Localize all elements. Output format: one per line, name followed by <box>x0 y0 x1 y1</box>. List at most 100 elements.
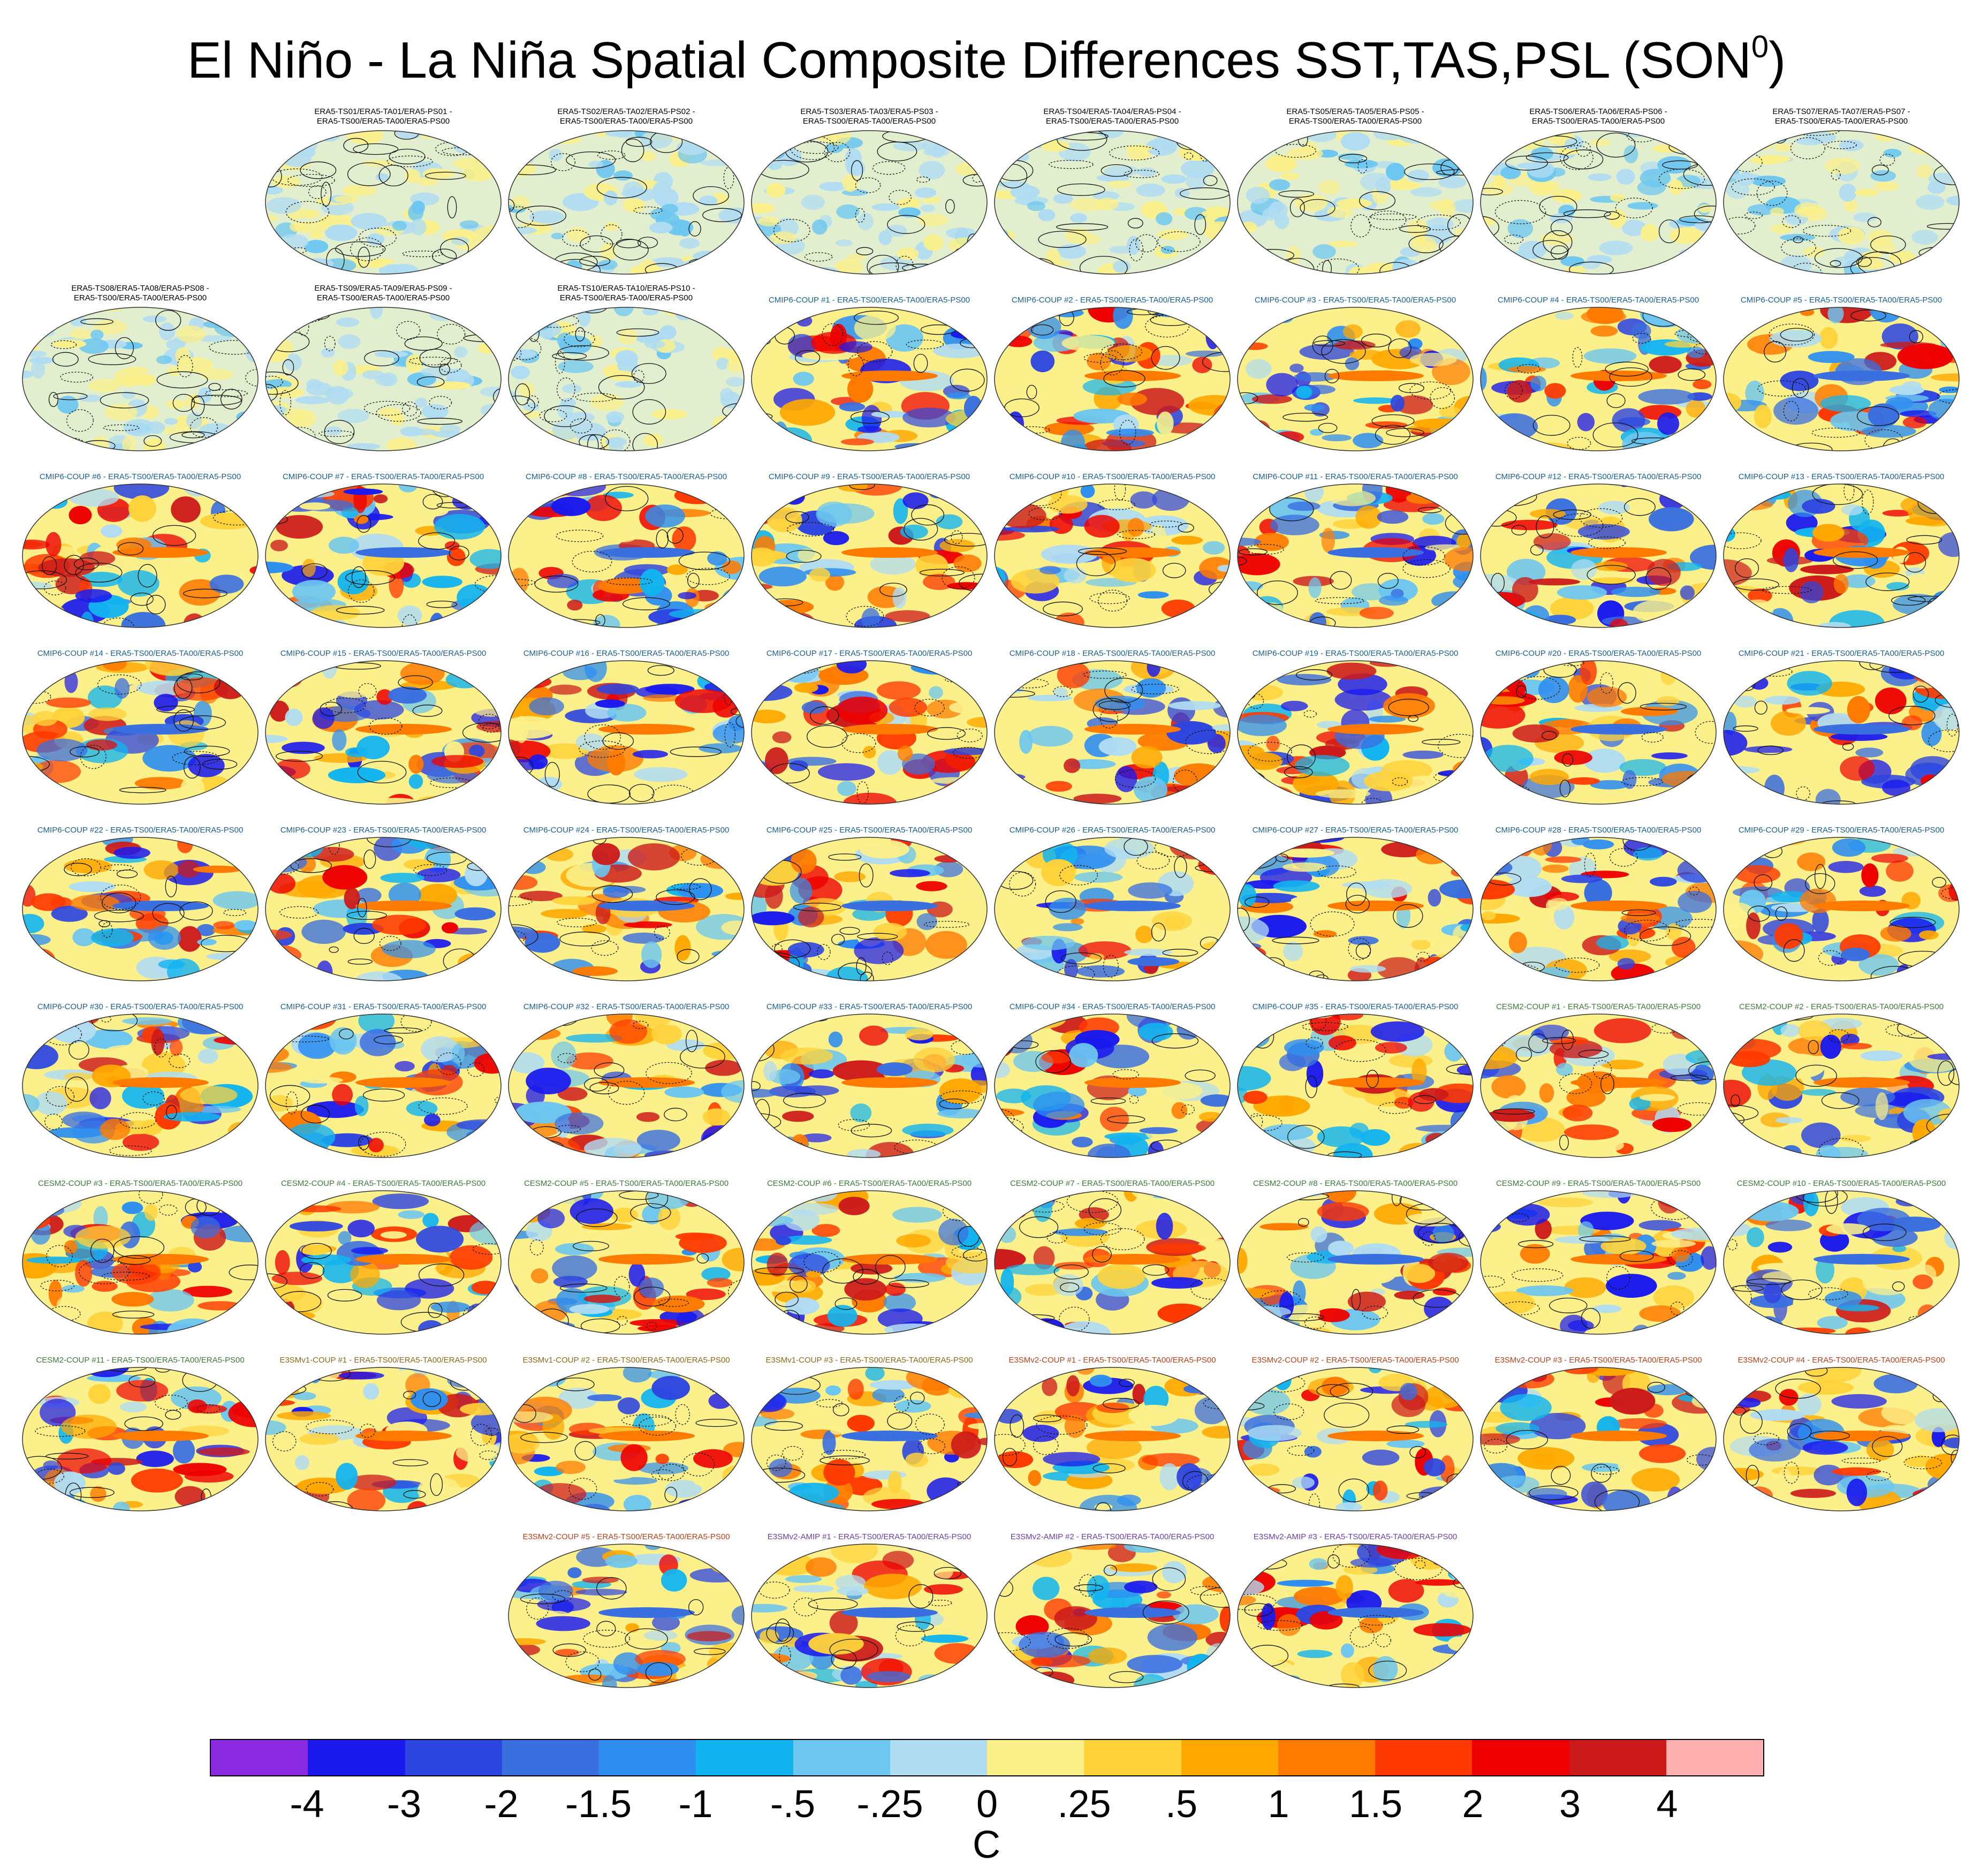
map-panel: CMIP6-COUP #5 - ERA5-TS00/ERA5-TA00/ERA5… <box>1720 284 1962 455</box>
map-panel: CMIP6-COUP #4 - ERA5-TS00/ERA5-TA00/ERA5… <box>1477 284 1719 455</box>
panel-subtitle: ERA5-TS00/ERA5-TA00/ERA5-PS00 <box>802 117 936 126</box>
world-map <box>22 483 259 628</box>
panel-title: CMIP6-COUP #13 - ERA5-TS00/ERA5-TA00/ERA… <box>1738 472 1945 481</box>
map-panel: CMIP6-COUP #33 - ERA5-TS00/ERA5-TA00/ERA… <box>748 990 990 1162</box>
colorbar-box <box>793 1740 890 1775</box>
world-map <box>1237 1190 1474 1335</box>
panel-title: CESM2-COUP #3 - ERA5-TS00/ERA5-TA00/ERA5… <box>37 1179 243 1188</box>
world-map <box>508 1544 745 1688</box>
panel-subtitle: ERA5-TS00/ERA5-TA00/ERA5-PS00 <box>316 117 450 126</box>
world-map <box>508 483 745 628</box>
colorbar-tick-label: -2 <box>484 1783 519 1826</box>
panel-title: E3SMv2-AMIP #3 - ERA5-TS00/ERA5-TA00/ERA… <box>1253 1532 1458 1541</box>
map-panel: CMIP6-COUP #26 - ERA5-TS00/ERA5-TA00/ERA… <box>991 814 1233 985</box>
panel-title: CMIP6-COUP #35 - ERA5-TS00/ERA5-TA00/ERA… <box>1252 1002 1459 1011</box>
panel-title: CMIP6-COUP #27 - ERA5-TS00/ERA5-TA00/ERA… <box>1252 826 1459 835</box>
colorbar-tick-label: 4 <box>1656 1783 1678 1826</box>
map-panel: ERA5-TS01/ERA5-TA01/ERA5-PS01 - ERA5-TS00… <box>262 107 504 278</box>
world-map <box>1723 1367 1960 1511</box>
world-map <box>1237 1544 1474 1688</box>
panel-title: CMIP6-COUP #19 - ERA5-TS00/ERA5-TA00/ERA… <box>1252 649 1459 658</box>
map-panel: E3SMv2-AMIP #1 - ERA5-TS00/ERA5-TA00/ERA… <box>748 1521 990 1692</box>
colorbar-tick-label: 1.5 <box>1348 1783 1403 1826</box>
map-panel: CMIP6-COUP #31 - ERA5-TS00/ERA5-TA00/ERA… <box>262 990 504 1162</box>
panel-title: CMIP6-COUP #15 - ERA5-TS00/ERA5-TA00/ERA… <box>280 649 487 658</box>
world-map <box>265 1190 502 1335</box>
colorbar-tick-label: 3 <box>1559 1783 1581 1826</box>
panel-title: E3SMv2-AMIP #1 - ERA5-TS00/ERA5-TA00/ERA… <box>767 1532 972 1541</box>
panel-title: ERA5-TS02/ERA5-TA02/ERA5-PS02 - <box>557 107 695 116</box>
map-panel: CMIP6-COUP #32 - ERA5-TS00/ERA5-TA00/ERA… <box>505 990 747 1162</box>
panel-title: CMIP6-COUP #20 - ERA5-TS00/ERA5-TA00/ERA… <box>1495 649 1702 658</box>
panel-title: CMIP6-COUP #10 - ERA5-TS00/ERA5-TA00/ERA… <box>1009 472 1216 481</box>
map-panel: CESM2-COUP #5 - ERA5-TS00/ERA5-TA00/ERA5… <box>505 1167 747 1338</box>
world-map <box>994 1367 1231 1511</box>
map-panel: E3SMv2-COUP #5 - ERA5-TS00/ERA5-TA00/ERA… <box>505 1521 747 1692</box>
world-map <box>265 1013 502 1158</box>
map-panel: CMIP6-COUP #12 - ERA5-TS00/ERA5-TA00/ERA… <box>1477 460 1719 632</box>
colorbar-box <box>1084 1740 1181 1775</box>
world-map <box>1480 660 1717 805</box>
map-panel: ERA5-TS10/ERA5-TA10/ERA5-PS10 - ERA5-TS00… <box>505 284 747 455</box>
panel-title: CMIP6-COUP #17 - ERA5-TS00/ERA5-TA00/ERA… <box>766 649 973 658</box>
panel-title: CMIP6-COUP #6 - ERA5-TS00/ERA5-TA00/ERA5… <box>39 472 241 481</box>
world-map <box>994 130 1231 275</box>
panel-title: CMIP6-COUP #25 - ERA5-TS00/ERA5-TA00/ERA… <box>766 826 973 835</box>
map-panel: E3SMv1-COUP #1 - ERA5-TS00/ERA5-TA00/ERA… <box>262 1344 504 1515</box>
panel-title: ERA5-TS09/ERA5-TA09/ERA5-PS09 - <box>314 284 452 293</box>
world-map <box>1480 1367 1717 1511</box>
panel-title: CMIP6-COUP #26 - ERA5-TS00/ERA5-TA00/ERA… <box>1009 826 1216 835</box>
world-map <box>265 660 502 805</box>
world-map <box>1723 483 1960 628</box>
colorbar-box <box>1278 1740 1375 1775</box>
world-map <box>751 1190 988 1335</box>
figure-title: El Niño - La Niña Spatial Composite Diff… <box>0 15 1973 93</box>
panel-subtitle: ERA5-TS00/ERA5-TA00/ERA5-PS00 <box>559 293 693 302</box>
colorbar <box>210 1739 1764 1776</box>
panel-title: CMIP6-COUP #3 - ERA5-TS00/ERA5-TA00/ERA5… <box>1254 296 1456 305</box>
world-map <box>22 1190 259 1335</box>
colorbar-box <box>502 1740 599 1775</box>
map-panel: CMIP6-COUP #28 - ERA5-TS00/ERA5-TA00/ERA… <box>1477 814 1719 985</box>
colorbar-tick-label: -.5 <box>770 1783 816 1826</box>
world-map <box>994 837 1231 981</box>
world-map <box>1480 483 1717 628</box>
world-map <box>1723 837 1960 981</box>
world-map <box>22 307 259 451</box>
map-panel: ERA5-TS05/ERA5-TA05/ERA5-PS05 - ERA5-TS00… <box>1234 107 1476 278</box>
panel-title: CMIP6-COUP #24 - ERA5-TS00/ERA5-TA00/ERA… <box>523 826 730 835</box>
colorbar-box <box>599 1740 696 1775</box>
panel-title: E3SMv2-COUP #1 - ERA5-TS00/ERA5-TA00/ERA… <box>1008 1356 1216 1365</box>
colorbar-box <box>1569 1740 1666 1775</box>
panel-title: CMIP6-COUP #29 - ERA5-TS00/ERA5-TA00/ERA… <box>1738 826 1945 835</box>
panel-title: CMIP6-COUP #9 - ERA5-TS00/ERA5-TA00/ERA5… <box>768 472 970 481</box>
map-panel: CMIP6-COUP #35 - ERA5-TS00/ERA5-TA00/ERA… <box>1234 990 1476 1162</box>
panel-subtitle: ERA5-TS00/ERA5-TA00/ERA5-PS00 <box>1288 117 1422 126</box>
map-panel: CMIP6-COUP #3 - ERA5-TS00/ERA5-TA00/ERA5… <box>1234 284 1476 455</box>
world-map <box>1237 1013 1474 1158</box>
world-map <box>751 837 988 981</box>
colorbar-tick-label: -4 <box>290 1783 324 1826</box>
map-panel: CESM2-COUP #7 - ERA5-TS00/ERA5-TA00/ERA5… <box>991 1167 1233 1338</box>
map-panel: CMIP6-COUP #1 - ERA5-TS00/ERA5-TA00/ERA5… <box>748 284 990 455</box>
world-map <box>265 1367 502 1511</box>
world-map <box>1723 307 1960 451</box>
map-panel: CMIP6-COUP #16 - ERA5-TS00/ERA5-TA00/ERA… <box>505 637 747 808</box>
map-panel: E3SMv1-COUP #3 - ERA5-TS00/ERA5-TA00/ERA… <box>748 1344 990 1515</box>
panel-title: CMIP6-COUP #21 - ERA5-TS00/ERA5-TA00/ERA… <box>1738 649 1945 658</box>
panel-subtitle: ERA5-TS00/ERA5-TA00/ERA5-PS00 <box>73 293 207 302</box>
world-map <box>508 1367 745 1511</box>
panel-title: CMIP6-COUP #30 - ERA5-TS00/ERA5-TA00/ERA… <box>37 1002 244 1011</box>
panel-title: ERA5-TS07/ERA5-TA07/ERA5-PS07 - <box>1772 107 1910 116</box>
panel-title: CMIP6-COUP #28 - ERA5-TS00/ERA5-TA00/ERA… <box>1495 826 1702 835</box>
panel-title: E3SMv2-COUP #2 - ERA5-TS00/ERA5-TA00/ERA… <box>1251 1356 1459 1365</box>
colorbar-tick-label: -3 <box>386 1783 422 1826</box>
panel-title: CESM2-COUP #6 - ERA5-TS00/ERA5-TA00/ERA5… <box>767 1179 972 1188</box>
panel-subtitle: ERA5-TS00/ERA5-TA00/ERA5-PS00 <box>1774 117 1908 126</box>
map-panel: CMIP6-COUP #9 - ERA5-TS00/ERA5-TA00/ERA5… <box>748 460 990 632</box>
map-panel: CMIP6-COUP #13 - ERA5-TS00/ERA5-TA00/ERA… <box>1720 460 1962 632</box>
map-panel: E3SMv2-AMIP #3 - ERA5-TS00/ERA5-TA00/ERA… <box>1234 1521 1476 1692</box>
map-panel: ERA5-TS04/ERA5-TA04/ERA5-PS04 - ERA5-TS00… <box>991 107 1233 278</box>
colorbar-box <box>405 1740 502 1775</box>
map-panel: ERA5-TS06/ERA5-TA06/ERA5-PS06 - ERA5-TS00… <box>1477 107 1719 278</box>
